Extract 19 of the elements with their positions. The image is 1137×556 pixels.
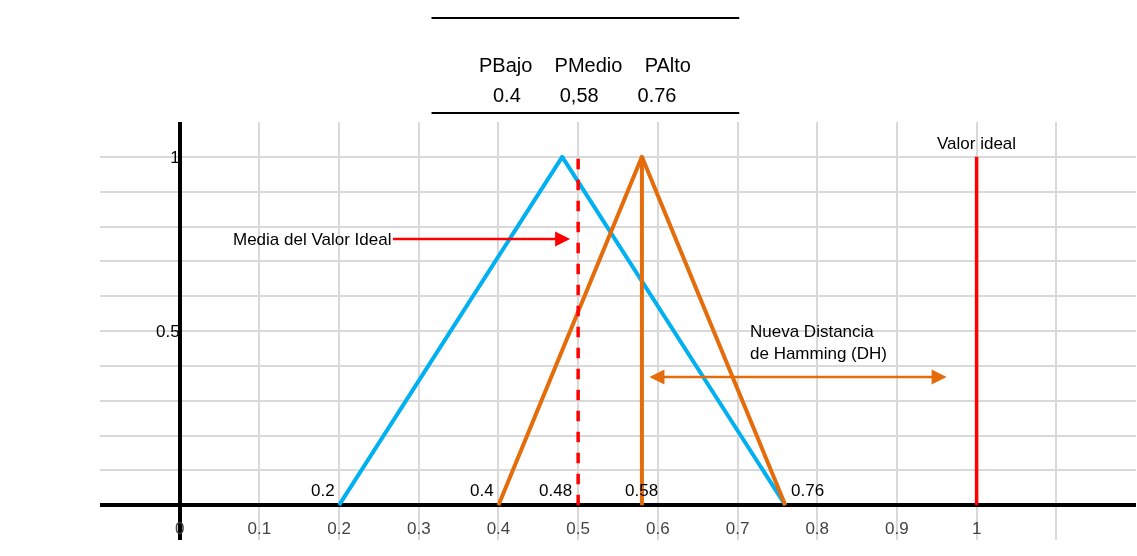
x-tick-label: 0.2 — [327, 518, 351, 538]
x-tick-label: 0.6 — [646, 518, 670, 538]
annotation: Nueva Distancia de Hamming (DH) — [750, 322, 887, 364]
x-tick-label: 0.3 — [406, 518, 431, 538]
x-tick-label: 1 — [971, 518, 982, 538]
chart-title: PBajo PMedio PAlto — [479, 54, 691, 76]
annotation: 0.76 — [791, 481, 825, 500]
ref-line-label: Valor ideal — [937, 134, 1017, 153]
ref-line-label: Media del Valor Ideal — [233, 230, 392, 249]
x-tick-label: 0.1 — [247, 518, 272, 538]
annotation: 0.4 — [470, 481, 494, 500]
annotation: 0.2 — [311, 481, 335, 500]
x-tick-label: 0.4 — [486, 518, 511, 538]
x-tick-label: 0.7 — [725, 518, 750, 538]
x-tick-label: 0.9 — [885, 518, 909, 538]
chart-subtitle: 0.4 0,58 0.76 — [493, 84, 677, 106]
x-tick-label: 0.5 — [566, 518, 590, 538]
x-tick-label: 0.8 — [805, 518, 830, 538]
annotation: 0.48 — [539, 481, 573, 500]
